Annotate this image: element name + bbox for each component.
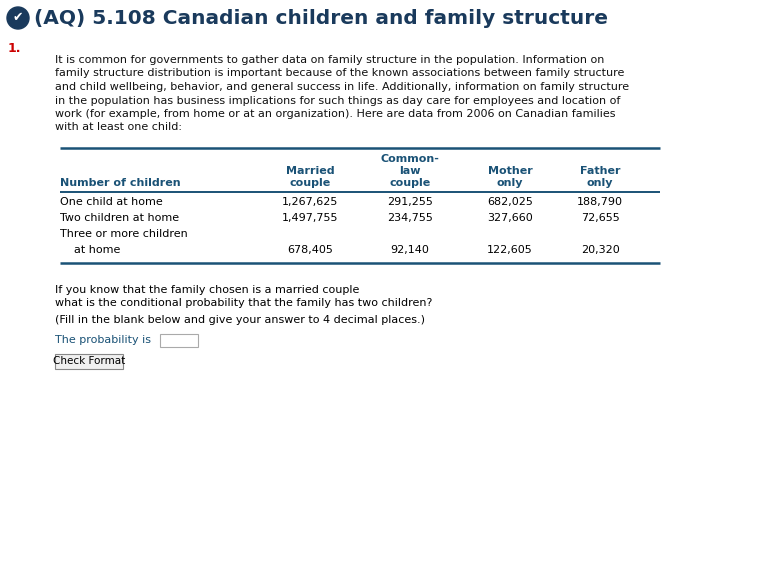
- FancyBboxPatch shape: [160, 334, 198, 347]
- Text: It is common for governments to gather data on family structure in the populatio: It is common for governments to gather d…: [55, 55, 604, 65]
- Text: at home: at home: [60, 245, 121, 255]
- FancyBboxPatch shape: [55, 354, 123, 369]
- Text: 1.: 1.: [8, 42, 22, 55]
- Text: what is the conditional probability that the family has two children?: what is the conditional probability that…: [55, 298, 432, 308]
- Text: 682,025: 682,025: [487, 197, 533, 207]
- Text: 72,655: 72,655: [581, 213, 619, 223]
- Text: Number of children: Number of children: [60, 178, 181, 188]
- Text: Father: Father: [580, 166, 620, 176]
- Text: 92,140: 92,140: [390, 245, 430, 255]
- Text: only: only: [497, 178, 523, 188]
- Text: law: law: [399, 166, 421, 176]
- Text: 122,605: 122,605: [487, 245, 533, 255]
- Text: work (for example, from home or at an organization). Here are data from 2006 on : work (for example, from home or at an or…: [55, 109, 615, 119]
- Text: 1,497,755: 1,497,755: [281, 213, 339, 223]
- Text: Common-: Common-: [380, 154, 439, 164]
- Circle shape: [7, 7, 29, 29]
- Text: 20,320: 20,320: [581, 245, 619, 255]
- Text: (Fill in the blank below and give your answer to 4 decimal places.): (Fill in the blank below and give your a…: [55, 315, 425, 325]
- Text: The probability is: The probability is: [55, 335, 151, 345]
- Text: 188,790: 188,790: [577, 197, 623, 207]
- Text: Check Format: Check Format: [53, 357, 125, 367]
- Text: only: only: [587, 178, 613, 188]
- Text: Married: Married: [286, 166, 334, 176]
- Text: 327,660: 327,660: [487, 213, 533, 223]
- Text: Two children at home: Two children at home: [60, 213, 179, 223]
- Text: couple: couple: [390, 178, 431, 188]
- Text: Mother: Mother: [488, 166, 533, 176]
- Text: couple: couple: [289, 178, 331, 188]
- Text: 678,405: 678,405: [287, 245, 333, 255]
- Text: 1,267,625: 1,267,625: [282, 197, 339, 207]
- Text: family structure distribution is important because of the known associations bet: family structure distribution is importa…: [55, 68, 625, 79]
- Text: (AQ) 5.108 Canadian children and family structure: (AQ) 5.108 Canadian children and family …: [34, 9, 608, 27]
- Text: 234,755: 234,755: [387, 213, 433, 223]
- Text: If you know that the family chosen is a married couple: If you know that the family chosen is a …: [55, 285, 359, 295]
- Text: with at least one child:: with at least one child:: [55, 123, 182, 133]
- Text: One child at home: One child at home: [60, 197, 163, 207]
- Text: in the population has business implications for such things as day care for empl: in the population has business implicati…: [55, 96, 621, 105]
- Text: ✔: ✔: [12, 12, 23, 24]
- Text: 291,255: 291,255: [387, 197, 433, 207]
- Text: Three or more children: Three or more children: [60, 229, 188, 239]
- Text: and child wellbeing, behavior, and general success in life. Additionally, inform: and child wellbeing, behavior, and gener…: [55, 82, 629, 92]
